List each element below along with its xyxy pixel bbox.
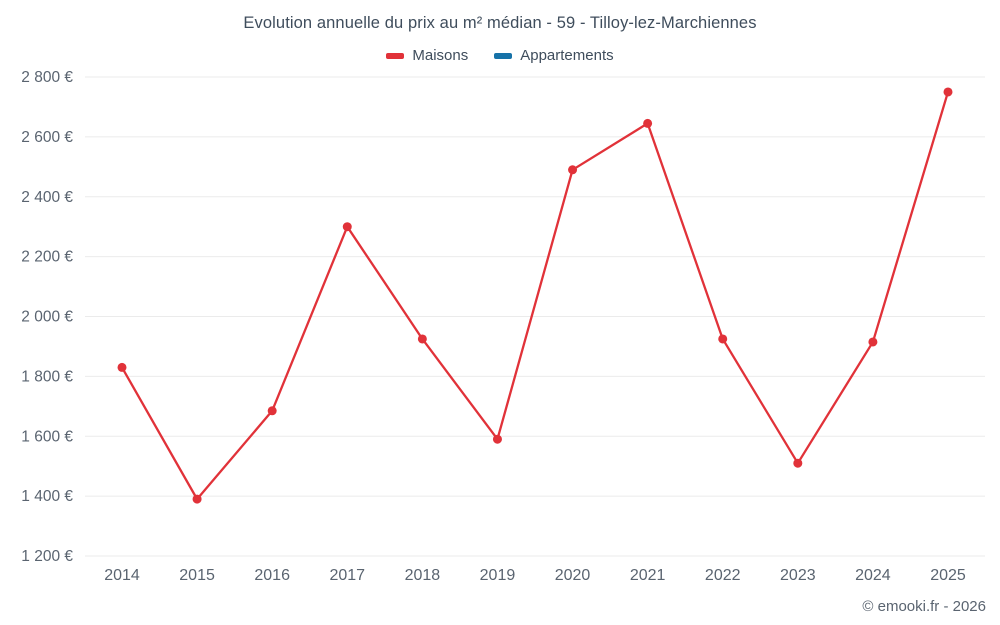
legend-label-appartements: Appartements (520, 47, 614, 64)
x-axis-tick-label: 2021 (630, 567, 666, 584)
x-axis-tick-label: 2024 (855, 567, 891, 584)
y-axis-tick-label: 2 000 € (21, 309, 73, 326)
series-line-maisons (120, 90, 950, 501)
x-axis-tick-label: 2018 (405, 567, 441, 584)
y-axis-tick-label: 2 400 € (21, 189, 73, 206)
y-axis-tick-label: 2 800 € (21, 69, 73, 86)
y-axis-tick-label: 1 800 € (21, 368, 73, 385)
data-point-maisons[interactable] (492, 434, 502, 444)
x-axis-tick-label: 2014 (104, 567, 140, 584)
x-axis-tick-label: 2015 (179, 567, 215, 584)
data-point-maisons[interactable] (267, 406, 277, 416)
legend-swatch-maisons-icon (386, 52, 405, 59)
x-axis-tick-label: 2019 (480, 567, 516, 584)
x-axis-tick-label: 2022 (705, 567, 741, 584)
legend-label-maisons: Maisons (412, 47, 469, 64)
legend-swatch-appartements-icon (494, 52, 513, 59)
y-axis-tick-label: 1 400 € (21, 488, 73, 505)
y-axis-tick-label: 1 200 € (21, 548, 73, 565)
data-point-maisons[interactable] (868, 337, 878, 347)
y-axis-tick-label: 2 200 € (21, 249, 73, 266)
data-point-maisons[interactable] (342, 222, 352, 232)
x-axis-tick-label: 2016 (254, 567, 290, 584)
x-axis-tick-label: 2020 (555, 567, 591, 584)
chart-title: Evolution annuelle du prix au m² médian … (243, 14, 757, 32)
data-point-maisons[interactable] (192, 494, 202, 504)
legend-item-appartements[interactable]: Appartements (494, 47, 614, 64)
data-point-maisons[interactable] (117, 362, 127, 372)
chart-legend: Maisons Appartements (0, 47, 1000, 64)
data-point-maisons[interactable] (718, 334, 728, 344)
data-point-maisons[interactable] (417, 334, 427, 344)
data-point-maisons[interactable] (568, 165, 578, 175)
data-point-maisons[interactable] (793, 458, 803, 468)
x-axis-tick-label: 2023 (780, 567, 816, 584)
x-axis-tick-label: 2025 (930, 567, 966, 584)
copyright-text: © emooki.fr - 2026 (862, 598, 986, 615)
y-axis-tick-label: 1 600 € (21, 428, 73, 445)
x-axis-tick-label: 2017 (329, 567, 365, 584)
data-point-maisons[interactable] (943, 87, 953, 97)
legend-item-maisons[interactable]: Maisons (386, 47, 468, 64)
y-axis-tick-label: 2 600 € (21, 129, 73, 146)
data-point-maisons[interactable] (643, 118, 653, 128)
